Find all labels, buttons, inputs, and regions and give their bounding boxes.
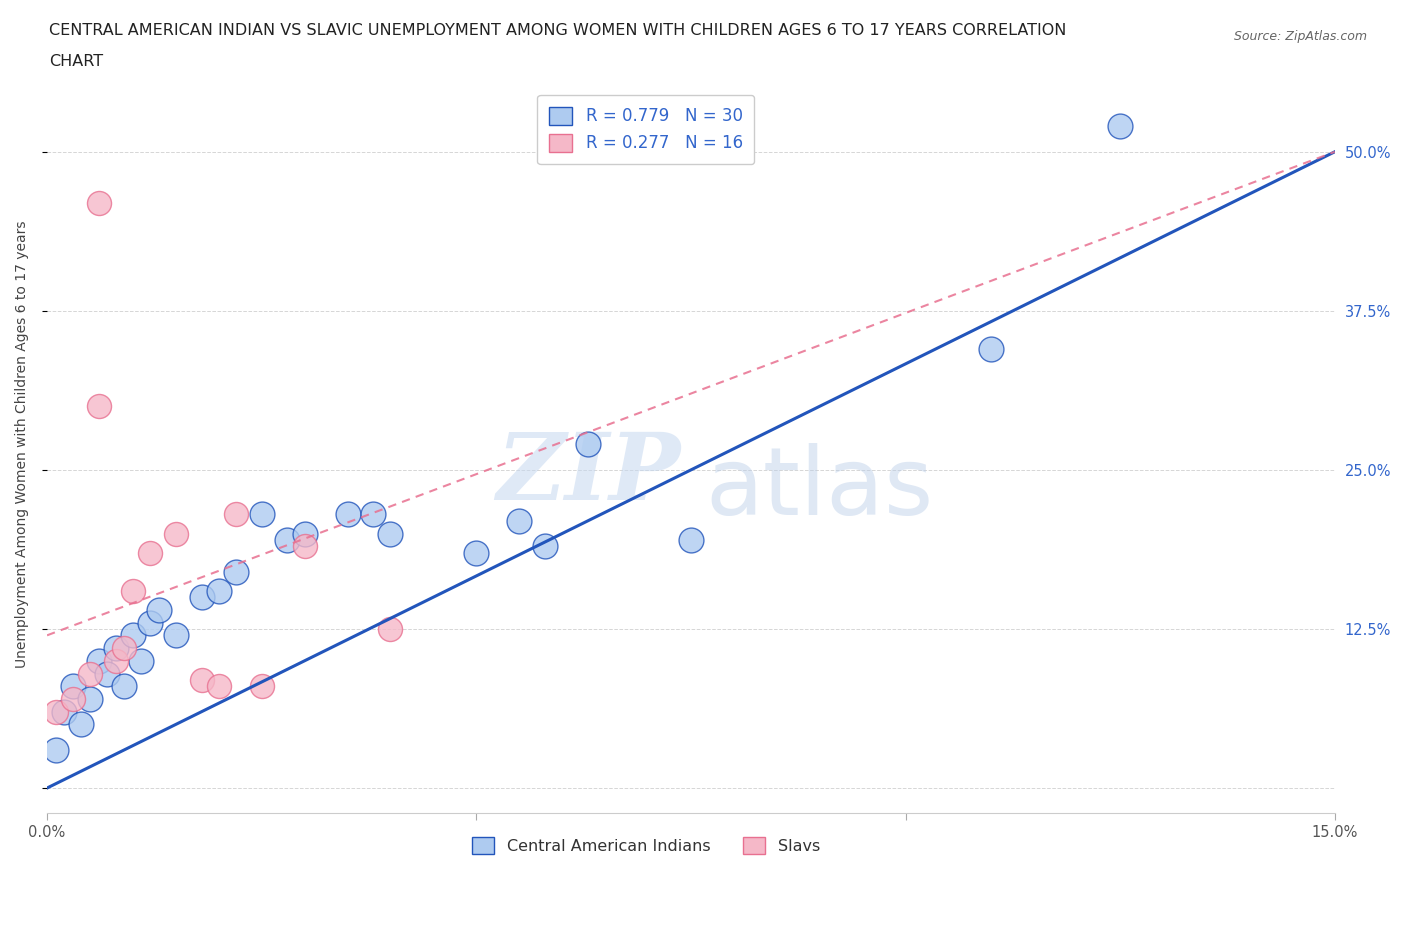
Text: ZIP: ZIP	[496, 429, 681, 519]
Point	[336, 507, 359, 522]
Text: Source: ZipAtlas.com: Source: ZipAtlas.com	[1233, 30, 1367, 43]
Point	[465, 545, 488, 560]
Point	[45, 704, 67, 719]
Point	[104, 641, 127, 656]
Point	[87, 654, 110, 669]
Point	[96, 666, 118, 681]
Point	[139, 615, 162, 630]
Text: CENTRAL AMERICAN INDIAN VS SLAVIC UNEMPLOYMENT AMONG WOMEN WITH CHILDREN AGES 6 : CENTRAL AMERICAN INDIAN VS SLAVIC UNEMPL…	[49, 23, 1067, 38]
Point	[294, 526, 316, 541]
Point	[276, 533, 298, 548]
Point	[87, 195, 110, 210]
Y-axis label: Unemployment Among Women with Children Ages 6 to 17 years: Unemployment Among Women with Children A…	[15, 220, 30, 669]
Point	[70, 717, 93, 732]
Point	[104, 654, 127, 669]
Point	[62, 692, 84, 707]
Point	[980, 341, 1002, 356]
Point	[190, 590, 212, 604]
Point	[225, 507, 247, 522]
Point	[208, 583, 231, 598]
Point	[122, 583, 145, 598]
Point	[79, 666, 101, 681]
Point	[87, 399, 110, 414]
Point	[679, 533, 702, 548]
Point	[1109, 119, 1132, 134]
Text: CHART: CHART	[49, 54, 103, 69]
Point	[294, 538, 316, 553]
Point	[361, 507, 384, 522]
Point	[225, 565, 247, 579]
Point	[380, 621, 402, 636]
Point	[148, 603, 170, 618]
Point	[112, 641, 135, 656]
Point	[208, 679, 231, 694]
Point	[62, 679, 84, 694]
Point	[122, 628, 145, 643]
Point	[190, 672, 212, 687]
Point	[45, 742, 67, 757]
Point	[53, 704, 76, 719]
Point	[112, 679, 135, 694]
Point	[165, 628, 187, 643]
Point	[576, 437, 599, 452]
Point	[79, 692, 101, 707]
Point	[250, 507, 273, 522]
Point	[165, 526, 187, 541]
Point	[131, 654, 153, 669]
Point	[250, 679, 273, 694]
Point	[534, 538, 557, 553]
Point	[380, 526, 402, 541]
Legend: Central American Indians, Slavs: Central American Indians, Slavs	[465, 830, 827, 861]
Point	[139, 545, 162, 560]
Point	[508, 513, 530, 528]
Text: atlas: atlas	[706, 443, 934, 535]
